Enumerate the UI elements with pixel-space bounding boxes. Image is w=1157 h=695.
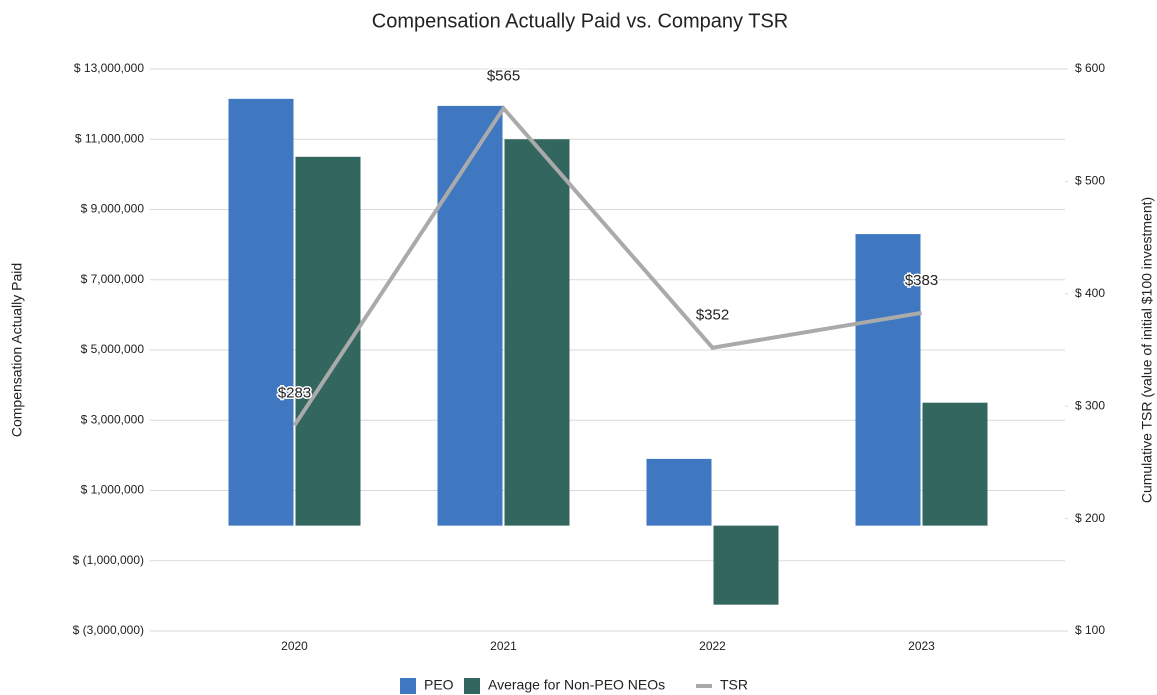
data-label: $352 bbox=[696, 307, 729, 324]
chart-title: Compensation Actually Paid vs. Company T… bbox=[372, 10, 789, 32]
y-tick-label: $ 9,000,000 bbox=[81, 202, 145, 216]
y2-tick-label: $ 500 bbox=[1075, 174, 1105, 188]
legend-marker bbox=[464, 678, 480, 694]
legend-label: Average for Non-PEO NEOs bbox=[488, 677, 665, 693]
y-tick-label: $ 7,000,000 bbox=[81, 272, 145, 286]
y-tick-label: $ (3,000,000) bbox=[73, 623, 144, 637]
data-label: $565 bbox=[487, 67, 520, 84]
legend-marker bbox=[400, 678, 416, 694]
y-tick-label: $ 5,000,000 bbox=[81, 342, 145, 356]
x-tick-label: 2021 bbox=[490, 639, 517, 653]
bar bbox=[855, 234, 921, 526]
bar bbox=[228, 98, 294, 526]
y-axis-title: Compensation Actually Paid bbox=[9, 263, 25, 437]
y-tick-label: $ 13,000,000 bbox=[74, 61, 144, 75]
legend-label: TSR bbox=[720, 677, 748, 693]
data-label: $383 bbox=[905, 272, 938, 289]
y2-tick-label: $ 100 bbox=[1075, 623, 1105, 637]
x-tick-label: 2020 bbox=[281, 639, 308, 653]
y2-tick-label: $ 200 bbox=[1075, 511, 1105, 525]
x-tick-label: 2023 bbox=[908, 639, 935, 653]
y-tick-label: $ 3,000,000 bbox=[81, 412, 145, 426]
y-tick-label: $ 11,000,000 bbox=[75, 131, 145, 145]
y2-tick-label: $ 600 bbox=[1075, 61, 1105, 75]
y2-tick-label: $ 300 bbox=[1075, 398, 1105, 412]
bar bbox=[922, 402, 988, 526]
bar bbox=[504, 139, 570, 526]
x-tick-label: 2022 bbox=[699, 639, 726, 653]
legend-label: PEO bbox=[424, 677, 454, 693]
bar bbox=[646, 458, 712, 526]
y2-axis-title: Cumulative TSR (value of initial $100 in… bbox=[1139, 197, 1155, 503]
bar bbox=[437, 105, 503, 526]
y2-tick-label: $ 400 bbox=[1075, 286, 1105, 300]
y-tick-label: $ (1,000,000) bbox=[73, 553, 144, 567]
data-label: $283 bbox=[278, 384, 311, 401]
bar bbox=[713, 525, 779, 605]
y-tick-label: $ 1,000,000 bbox=[81, 483, 145, 497]
line bbox=[292, 105, 922, 427]
